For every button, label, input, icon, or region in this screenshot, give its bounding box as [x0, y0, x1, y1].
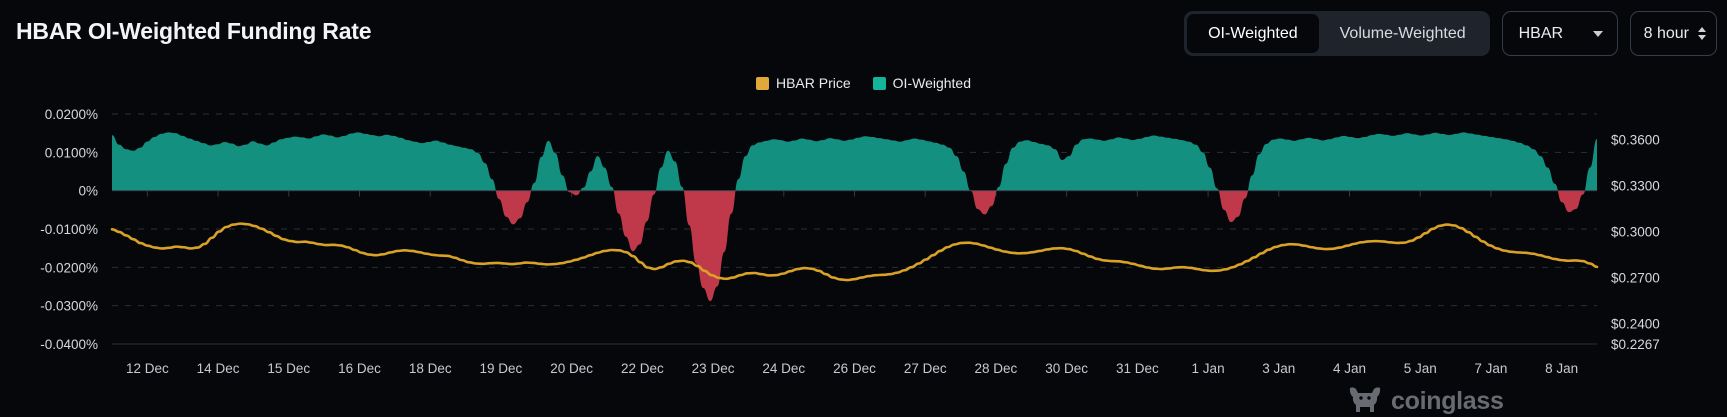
y-axis-right-tick: $0.3000 — [1611, 225, 1660, 240]
y-axis-left-tick: -0.0400% — [40, 337, 98, 352]
x-axis-tick: 26 Dec — [833, 361, 876, 376]
interval-stepper-value: 8 hour — [1643, 24, 1689, 42]
y-axis-left-tick: -0.0200% — [40, 260, 98, 275]
y-axis-left-tick: -0.0100% — [40, 222, 98, 237]
stepper-updown-icon — [1698, 27, 1706, 40]
x-axis-tick: 18 Dec — [409, 361, 452, 376]
tab-oi-weighted[interactable]: OI-Weighted — [1187, 14, 1319, 53]
legend-swatch-price — [755, 76, 769, 90]
x-axis-tick: 22 Dec — [621, 361, 664, 376]
x-axis-tick: 24 Dec — [762, 361, 805, 376]
legend-label-price: HBAR Price — [775, 75, 851, 91]
x-axis-tick: 19 Dec — [480, 361, 523, 376]
page-title: HBAR OI-Weighted Funding Rate — [16, 18, 372, 44]
legend-item-oi-weighted[interactable]: OI-Weighted — [872, 75, 972, 91]
symbol-select[interactable]: HBAR — [1501, 11, 1618, 56]
y-axis-right-tick: $0.2400 — [1611, 317, 1660, 332]
y-axis-left-tick: 0.0100% — [45, 145, 98, 160]
x-axis-tick: 16 Dec — [338, 361, 381, 376]
y-axis-right-tick: $0.3600 — [1611, 133, 1660, 148]
weighting-toggle-group: OI-Weighted Volume-Weighted — [1184, 11, 1490, 56]
header-controls: OI-Weighted Volume-Weighted HBAR 8 hour — [1184, 11, 1717, 56]
legend-swatch-oi-weighted — [872, 76, 886, 90]
legend-label-oi-weighted: OI-Weighted — [892, 75, 972, 91]
x-axis-tick: 30 Dec — [1045, 361, 1088, 376]
x-axis-tick: 14 Dec — [197, 361, 240, 376]
tab-volume-weighted[interactable]: Volume-Weighted — [1339, 24, 1466, 42]
x-axis-tick: 5 Jan — [1404, 361, 1437, 376]
interval-stepper[interactable]: 8 hour — [1629, 11, 1717, 56]
x-axis-tick: 12 Dec — [126, 361, 169, 376]
legend-item-price[interactable]: HBAR Price — [755, 75, 851, 91]
x-axis-tick: 15 Dec — [267, 361, 310, 376]
x-axis-tick: 27 Dec — [904, 361, 947, 376]
x-axis-tick: 7 Jan — [1474, 361, 1507, 376]
x-axis-tick: 20 Dec — [550, 361, 593, 376]
y-axis-left-tick: -0.0300% — [40, 299, 98, 314]
funding-rate-svg: 0.0200% 0.0100% 0% -0.0100% -0.0200% -0.0300%… — [40, 107, 1660, 376]
y-axis-left-tick: 0% — [78, 184, 98, 199]
area-positive-funding — [112, 132, 1597, 191]
x-axis-tick: 28 Dec — [975, 361, 1018, 376]
x-axis-tick: 1 Jan — [1192, 361, 1225, 376]
panel-header: HBAR OI-Weighted Funding Rate OI-Weighte… — [0, 0, 1727, 66]
x-axis-tick: 4 Jan — [1333, 361, 1366, 376]
x-axis-tick: 23 Dec — [692, 361, 735, 376]
y-axis-right-tick: $0.2267 — [1611, 337, 1660, 352]
chart-plot-area[interactable]: 0.0200% 0.0100% 0% -0.0100% -0.0200% -0.0300%… — [0, 98, 1727, 417]
y-axis-right-tick: $0.3300 — [1611, 179, 1660, 194]
y-axis-right-tick: $0.2700 — [1611, 271, 1660, 286]
x-axis-tick: 31 Dec — [1116, 361, 1159, 376]
chevron-down-icon — [1592, 30, 1603, 37]
symbol-select-value: HBAR — [1518, 24, 1564, 42]
y-axis-left-tick: 0.0200% — [45, 107, 98, 122]
x-axis-tick: 3 Jan — [1262, 361, 1295, 376]
price-line-series — [110, 222, 1599, 282]
chart-legend: HBAR Price OI-Weighted — [0, 75, 1727, 91]
x-axis-tick: 8 Jan — [1545, 361, 1578, 376]
